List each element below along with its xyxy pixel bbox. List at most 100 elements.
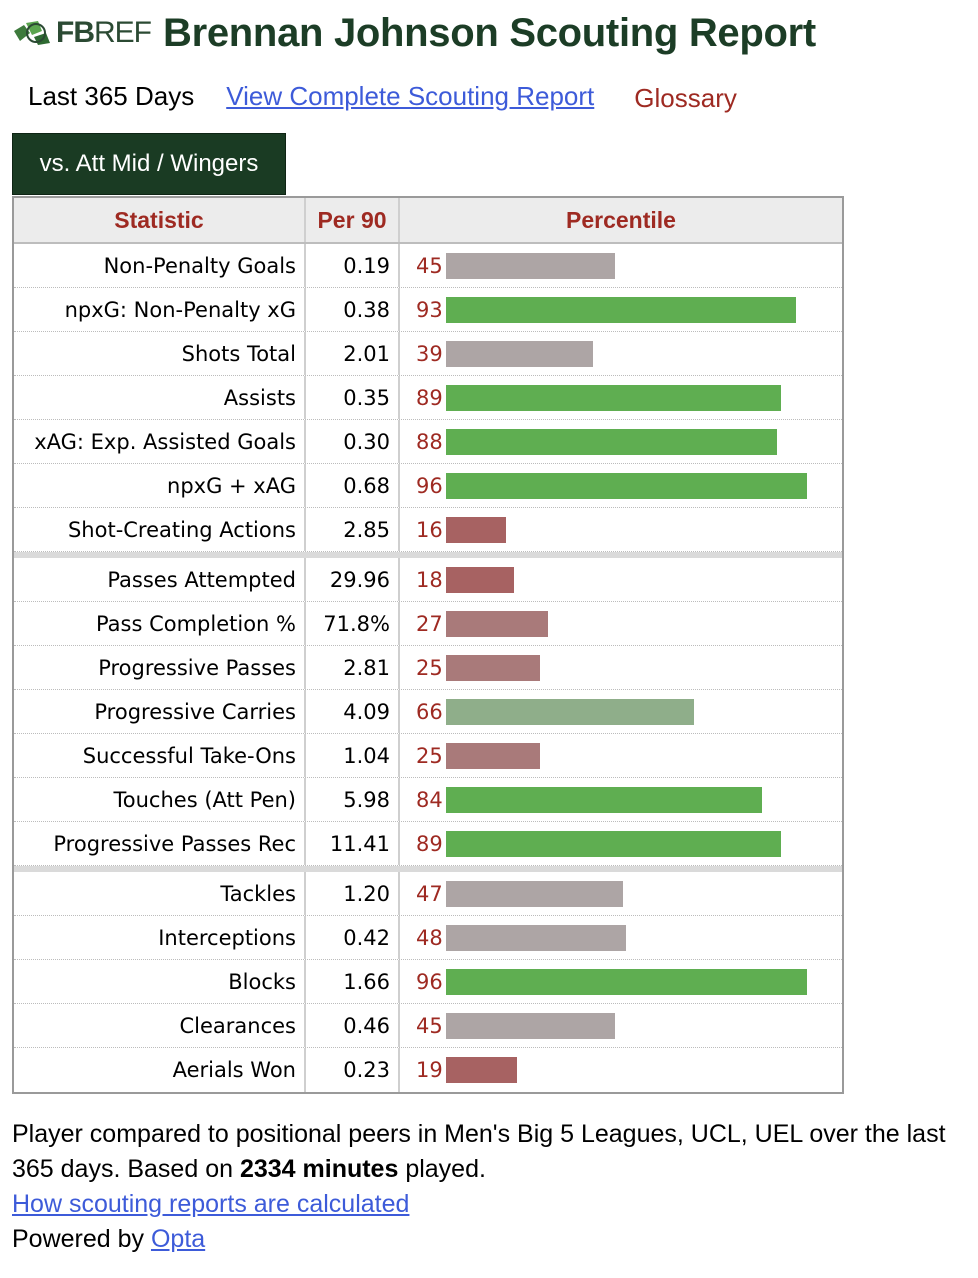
percentile-bar	[446, 1012, 616, 1039]
percentile-cell: 96	[400, 464, 842, 507]
view-complete-report-link[interactable]: View Complete Scouting Report	[226, 80, 595, 111]
percentile-bar-track	[446, 830, 822, 857]
per90-value: 0.68	[306, 464, 400, 507]
percentile-bar-track	[446, 742, 822, 769]
stat-name[interactable]: Non-Penalty Goals	[14, 244, 306, 287]
percentile-bar-track	[446, 252, 822, 279]
percentile-value: 39	[416, 341, 443, 366]
percentile-cell: 88	[400, 420, 842, 463]
percentile-value: 66	[416, 699, 443, 724]
percentile-bar	[446, 340, 593, 367]
percentile-bar	[446, 654, 540, 681]
header-per90[interactable]: Per 90	[306, 198, 400, 242]
percentile-cell: 45	[400, 244, 842, 287]
stat-name[interactable]: Assists	[14, 376, 306, 419]
percentile-bar	[446, 384, 781, 411]
stat-name[interactable]: Touches (Att Pen)	[14, 778, 306, 821]
percentile-cell: 39	[400, 332, 842, 375]
table-row: Interceptions 0.42 48	[14, 916, 842, 960]
stat-name[interactable]: Progressive Passes	[14, 646, 306, 689]
stat-name[interactable]: npxG: Non-Penalty xG	[14, 288, 306, 331]
stat-name[interactable]: Passes Attempted	[14, 558, 306, 601]
percentile-cell: 25	[400, 734, 842, 777]
table-row: npxG: Non-Penalty xG 0.38 93	[14, 288, 842, 332]
per90-value: 5.98	[306, 778, 400, 821]
table-row: Progressive Passes Rec 11.41 89	[14, 822, 842, 866]
per90-value: 4.09	[306, 690, 400, 733]
percentile-value: 47	[416, 881, 443, 906]
stat-name[interactable]: Shot-Creating Actions	[14, 508, 306, 551]
percentile-value: 19	[416, 1058, 443, 1082]
table-row: Shots Total 2.01 39	[14, 332, 842, 376]
stat-name[interactable]: npxG + xAG	[14, 464, 306, 507]
table-row: Aerials Won 0.23 19	[14, 1048, 842, 1092]
stat-name[interactable]: Progressive Passes Rec	[14, 822, 306, 865]
stat-name[interactable]: Pass Completion %	[14, 602, 306, 645]
percentile-bar	[446, 1057, 518, 1083]
percentile-bar	[446, 428, 777, 455]
percentile-bar-track	[446, 610, 822, 637]
percentile-value: 27	[416, 611, 443, 636]
percentile-cell: 16	[400, 508, 842, 551]
percentile-bar	[446, 516, 507, 543]
logo-text-fb: FB	[56, 16, 95, 49]
per90-value: 2.85	[306, 508, 400, 551]
percentile-bar-track	[446, 698, 822, 725]
table-header: Statistic Per 90 Percentile	[14, 198, 842, 244]
opta-link[interactable]: Opta	[150, 1225, 206, 1253]
percentile-bar	[446, 830, 781, 857]
percentile-bar	[446, 968, 807, 995]
percentile-value: 25	[416, 743, 443, 768]
percentile-value: 89	[416, 831, 443, 856]
percentile-value: 96	[416, 969, 443, 994]
footer-description: Player compared to positional peers in M…	[12, 1117, 972, 1187]
percentile-value: 25	[416, 655, 443, 680]
per90-value: 1.66	[306, 960, 400, 1003]
percentile-value: 89	[416, 385, 443, 410]
per90-value: 0.46	[306, 1004, 400, 1047]
percentile-value: 45	[416, 253, 443, 278]
percentile-cell: 47	[400, 872, 842, 915]
logo-text-ref: REF	[94, 16, 152, 49]
footer-text-b: played.	[398, 1155, 486, 1183]
tab-att-mid-wingers[interactable]: vs. Att Mid / Wingers	[12, 133, 286, 195]
table-body: Non-Penalty Goals 0.19 45 npxG: Non-Penalty…	[14, 244, 842, 1092]
stat-name[interactable]: Blocks	[14, 960, 306, 1003]
period-label: Last 365 Days	[28, 80, 195, 111]
stat-name[interactable]: Shots Total	[14, 332, 306, 375]
header-statistic[interactable]: Statistic	[14, 198, 306, 242]
stat-name[interactable]: Progressive Carries	[14, 690, 306, 733]
percentile-value: 48	[416, 925, 443, 950]
stat-name[interactable]: Aerials Won	[14, 1048, 306, 1092]
table-row: Shot-Creating Actions 2.85 16	[14, 508, 842, 552]
scouting-table: Statistic Per 90 Percentile Non-Penalty …	[12, 196, 844, 1094]
table-row: Progressive Carries 4.09 66	[14, 690, 842, 734]
stat-name[interactable]: Successful Take-Ons	[14, 734, 306, 777]
table-row: Blocks 1.66 96	[14, 960, 842, 1004]
table-row: Successful Take-Ons 1.04 25	[14, 734, 842, 778]
percentile-cell: 89	[400, 822, 842, 865]
table-row: Assists 0.35 89	[14, 376, 842, 420]
percentile-value: 93	[416, 297, 443, 322]
stat-name[interactable]: Clearances	[14, 1004, 306, 1047]
per90-value: 1.04	[306, 734, 400, 777]
glossary-link[interactable]: Glossary	[634, 82, 737, 113]
header-percentile[interactable]: Percentile	[566, 206, 676, 233]
footer-text-a: Player compared to positional peers in M…	[12, 1120, 946, 1183]
stat-name[interactable]: Tackles	[14, 872, 306, 915]
page-title: Brennan Johnson Scouting Report	[163, 10, 816, 55]
per90-value: 11.41	[306, 822, 400, 865]
percentile-bar	[446, 924, 627, 951]
fbref-logo[interactable]: FBREF	[12, 13, 152, 53]
stat-name[interactable]: Interceptions	[14, 916, 306, 959]
table-row: npxG + xAG 0.68 96	[14, 464, 842, 508]
how-calculated-link[interactable]: How scouting reports are calculated	[12, 1190, 410, 1218]
percentile-cell: 45	[400, 1004, 842, 1047]
table-row: Clearances 0.46 45	[14, 1004, 842, 1048]
percentile-cell: 96	[400, 960, 842, 1003]
per90-value: 0.38	[306, 288, 400, 331]
percentile-bar-track	[446, 786, 822, 813]
percentile-cell: 84	[400, 778, 842, 821]
percentile-cell: 89	[400, 376, 842, 419]
stat-name[interactable]: xAG: Exp. Assisted Goals	[14, 420, 306, 463]
